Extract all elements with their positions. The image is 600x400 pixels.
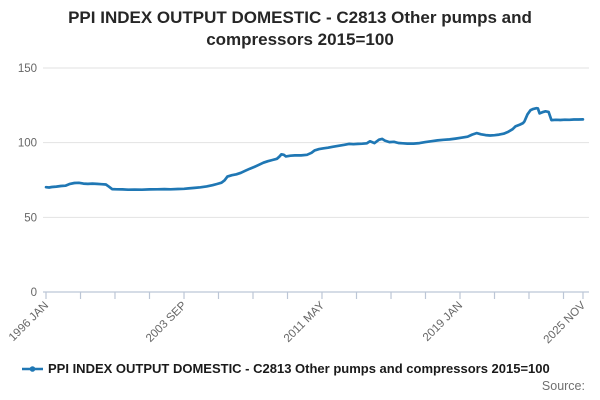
- x-tick-label: 2019 JAN: [421, 300, 465, 344]
- y-tick-label: 0: [31, 287, 37, 299]
- y-tick-label: 150: [18, 63, 37, 75]
- legend: PPI INDEX OUTPUT DOMESTIC - C2813 Other …: [22, 361, 590, 376]
- x-tick-label: 2025 NOV: [542, 299, 589, 346]
- y-tick-label: 100: [18, 138, 37, 150]
- chart-title: PPI INDEX OUTPUT DOMESTIC - C2813 Other …: [68, 8, 532, 50]
- source-label: Source:: [541, 379, 585, 393]
- y-tick-label: 50: [24, 212, 37, 224]
- x-tick-label: 2003 SEP: [144, 299, 189, 344]
- series-line: [44, 106, 585, 192]
- x-tick-label: 1996 JAN: [7, 300, 51, 344]
- legend-line-marker-icon: [22, 365, 43, 372]
- legend-series-label: PPI INDEX OUTPUT DOMESTIC - C2813 Other …: [48, 361, 550, 376]
- x-tick-label: 2011 MAY: [282, 299, 327, 344]
